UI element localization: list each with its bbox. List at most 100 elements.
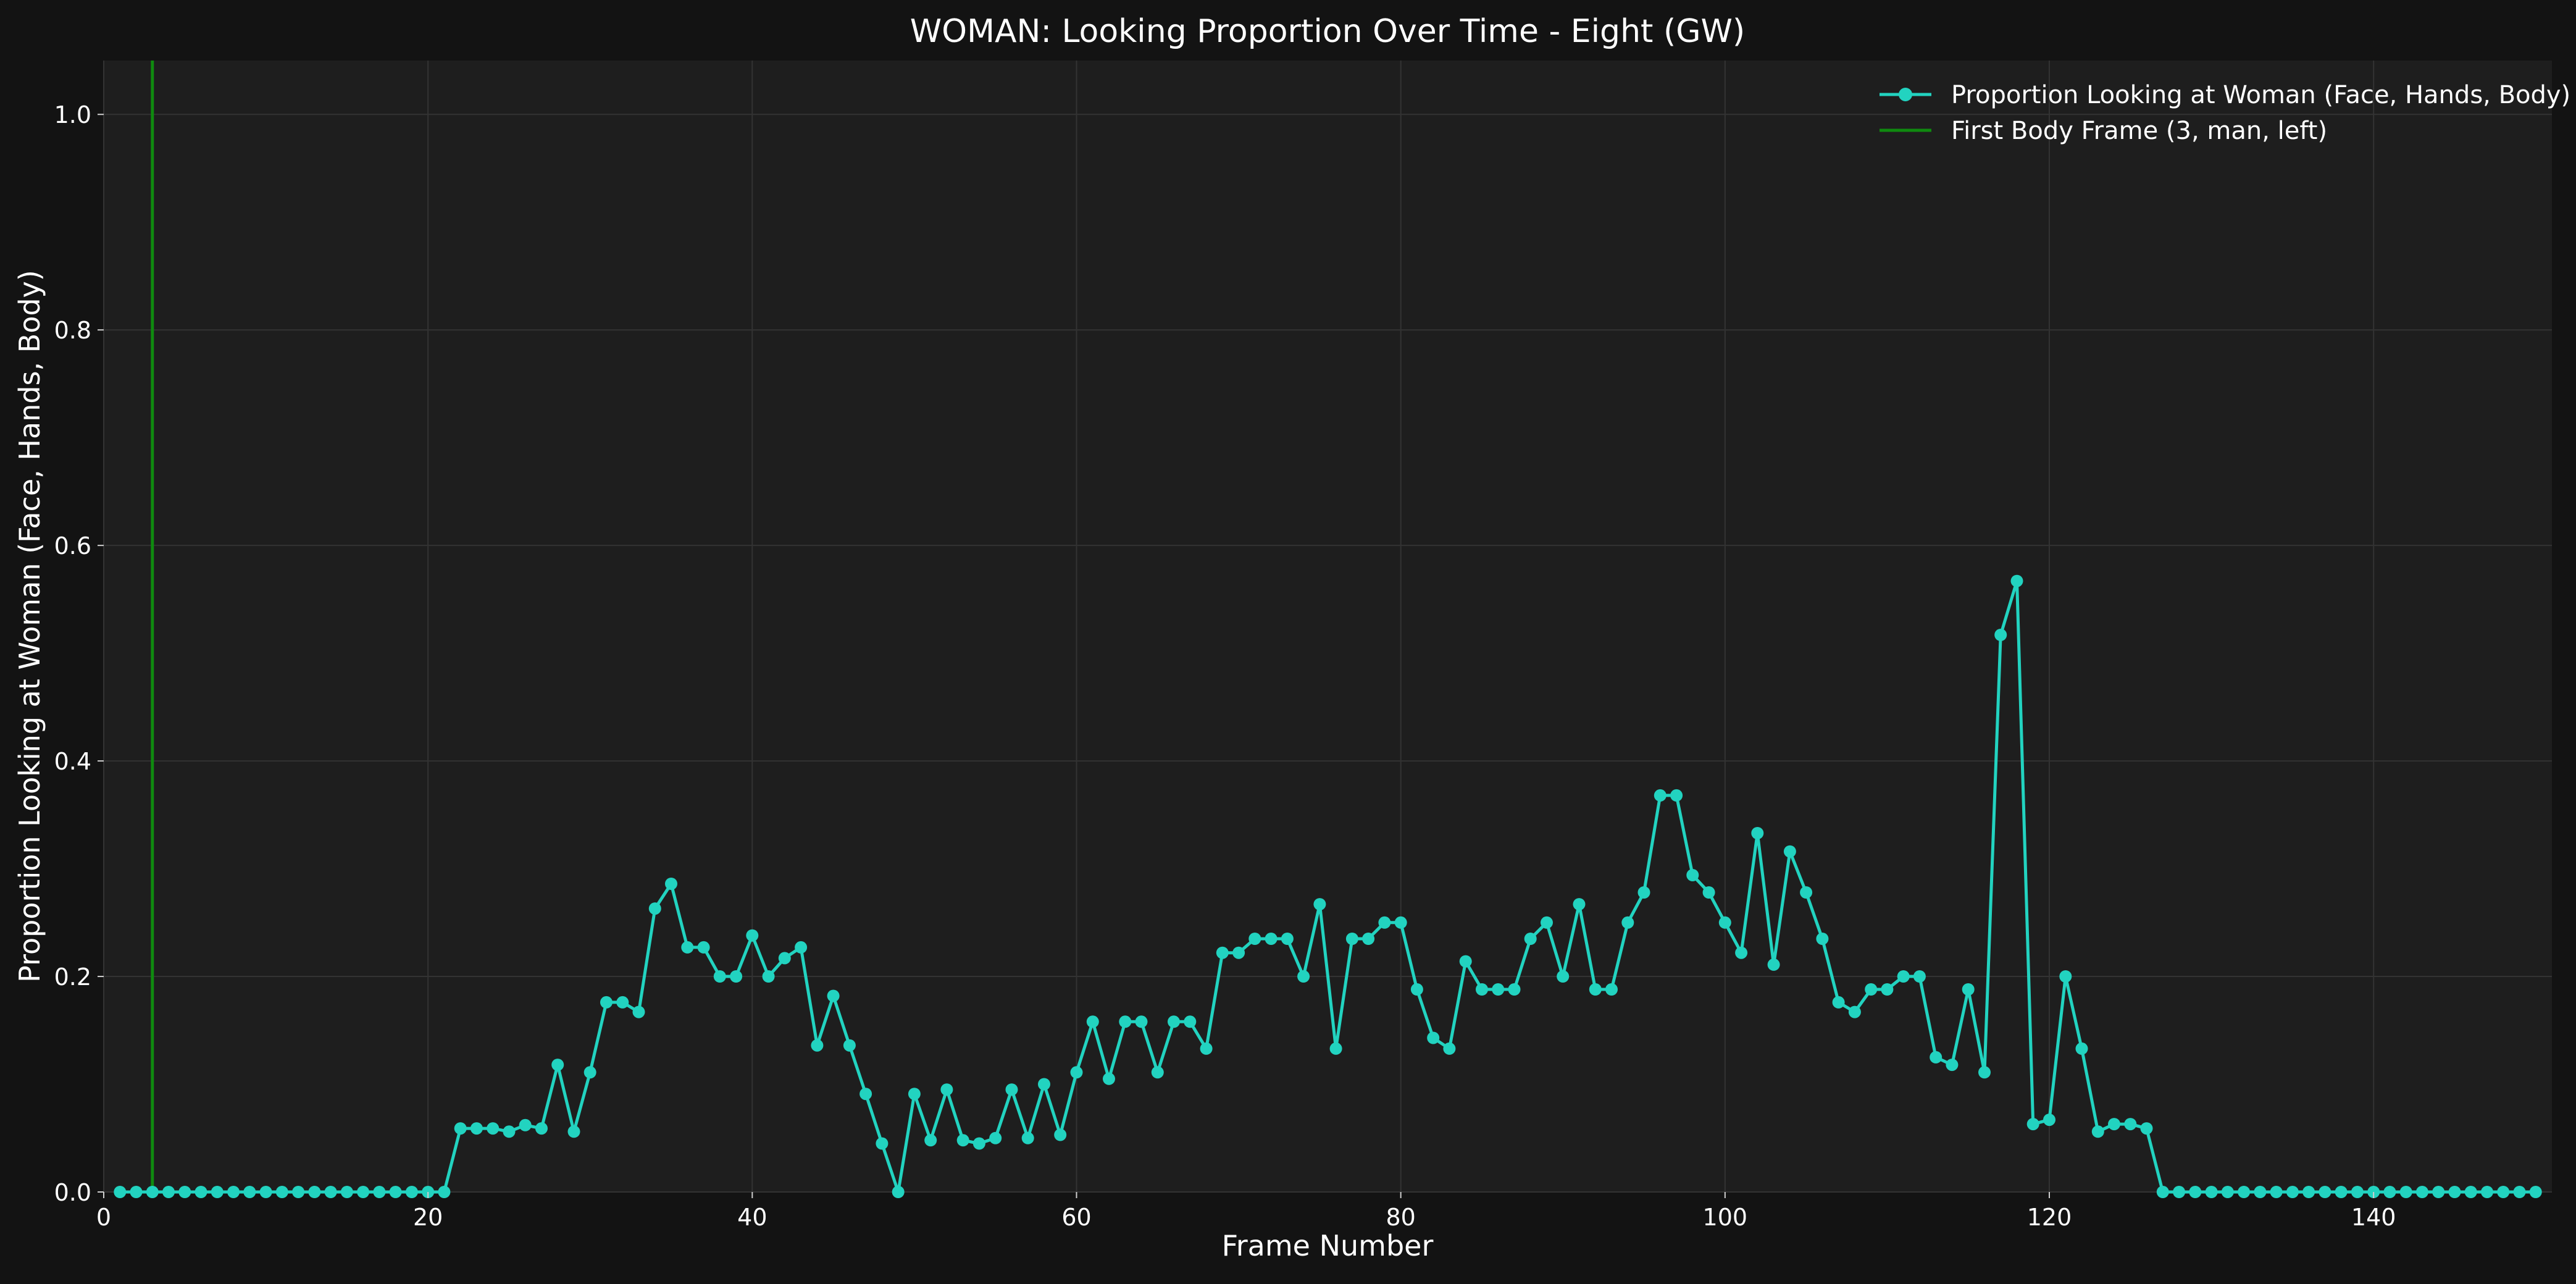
data-point (1670, 789, 1683, 802)
data-point (324, 1186, 337, 1198)
data-point (778, 952, 791, 965)
y-tick-label: 0.6 (54, 532, 91, 560)
data-point (1686, 869, 1699, 881)
axes: 0 20 40 60 80 100 120 140 0.0 0.2 0.4 0.6 0.8 1.0 (54, 101, 2396, 1231)
data-point (1005, 1083, 1018, 1096)
data-point (1962, 983, 1975, 996)
x-tick-label: 20 (413, 1204, 443, 1231)
data-point (1265, 933, 1278, 945)
y-tick-label: 0.4 (54, 748, 91, 775)
data-point (583, 1066, 596, 1079)
data-point (2432, 1186, 2445, 1198)
data-point (389, 1186, 402, 1198)
data-point (1848, 1005, 1861, 1018)
data-point (811, 1039, 824, 1052)
data-point (2156, 1186, 2169, 1198)
data-point (1443, 1042, 1456, 1055)
data-point (1735, 946, 1748, 959)
data-point (859, 1088, 872, 1101)
data-point (1605, 983, 1618, 996)
data-point (2254, 1186, 2267, 1198)
data-point (454, 1122, 467, 1135)
data-point (1589, 983, 1602, 996)
legend: Proportion Looking at Woman (Face, Hands… (1880, 81, 2570, 145)
data-point (843, 1039, 856, 1052)
data-point (1832, 996, 1845, 1009)
data-point (1751, 827, 1764, 839)
data-point (1362, 933, 1375, 945)
data-point (746, 929, 759, 942)
x-tick-label: 80 (1386, 1204, 1415, 1231)
data-point (2059, 970, 2072, 983)
data-point (827, 989, 840, 1002)
data-point (989, 1131, 1002, 1144)
data-point (405, 1186, 418, 1198)
data-point (1508, 983, 1521, 996)
chart-title: WOMAN: Looking Proportion Over Time - Ei… (910, 13, 1745, 50)
data-point (1378, 916, 1391, 929)
data-point (1994, 629, 2007, 641)
data-point (2448, 1186, 2461, 1198)
data-point (194, 1186, 207, 1198)
data-point (1573, 898, 1586, 911)
legend-label-series: Proportion Looking at Woman (Face, Hands… (1951, 81, 2570, 109)
data-point (1492, 983, 1505, 996)
data-point (2335, 1186, 2348, 1198)
data-point (519, 1118, 532, 1131)
data-point (1816, 933, 1829, 945)
data-point (1232, 946, 1245, 959)
y-tick-label: 0.8 (54, 317, 91, 344)
data-point (1038, 1078, 1050, 1091)
data-point (2075, 1042, 2088, 1055)
data-point (487, 1122, 500, 1135)
data-point (1394, 916, 1407, 929)
data-point (1345, 933, 1358, 945)
data-point (2383, 1186, 2396, 1198)
data-point (616, 996, 629, 1009)
data-point (146, 1186, 159, 1198)
data-point (924, 1134, 937, 1147)
data-point (1557, 970, 1570, 983)
data-point (1541, 916, 1553, 929)
data-point (1410, 983, 1423, 996)
data-point (2108, 1118, 2120, 1131)
x-tick-label: 100 (1703, 1204, 1748, 1231)
data-point (1200, 1042, 1213, 1055)
data-point (713, 970, 726, 983)
data-point (178, 1186, 191, 1198)
data-point (1621, 916, 1634, 929)
data-point (2010, 574, 2023, 587)
data-point (1168, 1015, 1180, 1028)
y-tick-label: 0.0 (54, 1179, 91, 1206)
data-point (470, 1122, 483, 1135)
data-point (2302, 1186, 2315, 1198)
data-point (1881, 983, 1894, 996)
data-point (876, 1137, 889, 1150)
data-point (1800, 886, 1813, 899)
data-point (2464, 1186, 2477, 1198)
data-point (795, 941, 808, 954)
data-point (2189, 1186, 2202, 1198)
data-point (1216, 946, 1229, 959)
data-point (1103, 1072, 1115, 1085)
data-point (2026, 1118, 2039, 1131)
data-point (600, 996, 613, 1009)
data-point (2513, 1186, 2526, 1198)
data-point (697, 941, 710, 954)
y-tick-label: 0.2 (54, 963, 91, 991)
data-point (2238, 1186, 2251, 1198)
data-point (1313, 898, 1326, 911)
data-point (1767, 958, 1780, 971)
data-point (1119, 1015, 1132, 1028)
data-point (1897, 970, 1910, 983)
data-point (227, 1186, 240, 1198)
data-point (1329, 1042, 1342, 1055)
data-point (940, 1083, 953, 1096)
data-point (438, 1186, 451, 1198)
data-point (908, 1088, 921, 1101)
data-point (665, 878, 677, 890)
data-point (2351, 1186, 2364, 1198)
y-axis-label: Proportion Looking at Woman (Face, Hands… (13, 270, 46, 983)
data-point (130, 1186, 143, 1198)
